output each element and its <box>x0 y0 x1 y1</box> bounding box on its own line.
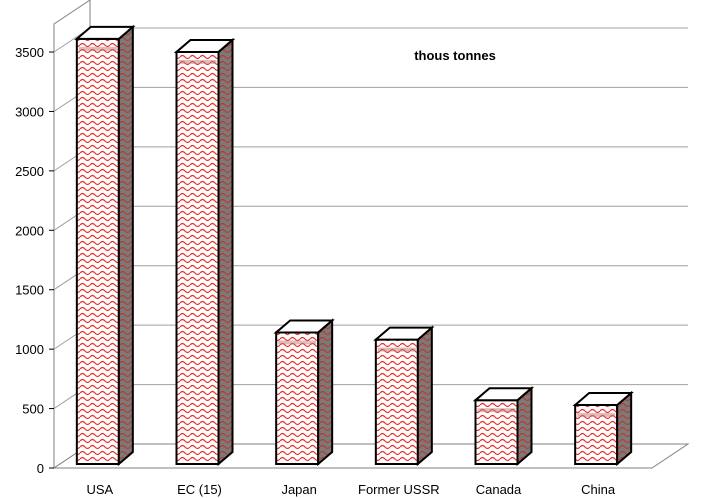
x-tick-label: Japan <box>281 482 316 497</box>
bar-top <box>173 38 236 53</box>
x-tick-label: USA <box>86 482 113 497</box>
y-tick-label: 0 <box>37 461 44 476</box>
bar-fill-rim <box>577 412 616 417</box>
bar <box>74 24 136 467</box>
x-tick-label: China <box>581 482 616 497</box>
bar-side <box>217 37 234 467</box>
x-tick-label: Canada <box>476 482 522 497</box>
x-axis-labels: USA EC (15) Japan Former USSR Canada China <box>86 482 615 497</box>
bar-top <box>572 391 634 406</box>
x-tick-label: Former USSR <box>358 482 440 497</box>
bar <box>572 390 634 467</box>
bar-top <box>273 319 335 334</box>
bar-front <box>275 331 320 465</box>
bar-fill-rim <box>178 59 217 64</box>
bar-top <box>74 25 136 40</box>
bar-top <box>373 326 435 341</box>
y-tick-label: 2000 <box>15 223 44 238</box>
bar-top <box>472 387 535 402</box>
gridlines <box>53 27 688 409</box>
y-axis-ticks: 0 500 1000 1500 2000 2500 3000 3500 <box>15 45 54 476</box>
y-tick-label: 1000 <box>15 342 44 357</box>
y-tick-label: 2500 <box>15 164 44 179</box>
bar <box>173 37 236 467</box>
bar-front <box>75 37 120 466</box>
bar-fill-rim <box>78 46 117 51</box>
x-tick-label: EC (15) <box>177 482 222 497</box>
bar <box>373 325 435 467</box>
y-tick-label: 500 <box>22 402 44 417</box>
y-tick-label: 3500 <box>15 45 44 60</box>
units-annotation: thous tonnes <box>414 48 496 63</box>
bar-front <box>175 50 220 465</box>
bar-fill-rim <box>377 347 416 352</box>
bar <box>472 386 535 467</box>
bar-fill-rim <box>278 340 317 345</box>
bars <box>74 24 634 467</box>
bar-side <box>117 24 134 467</box>
bar <box>273 318 335 467</box>
bar-side <box>416 325 433 467</box>
bar-side <box>317 318 334 467</box>
bar-fill-rim <box>477 408 516 413</box>
y-tick-label: 3000 <box>15 104 44 119</box>
bar-front <box>374 338 419 466</box>
y-tick-label: 1500 <box>15 283 44 298</box>
